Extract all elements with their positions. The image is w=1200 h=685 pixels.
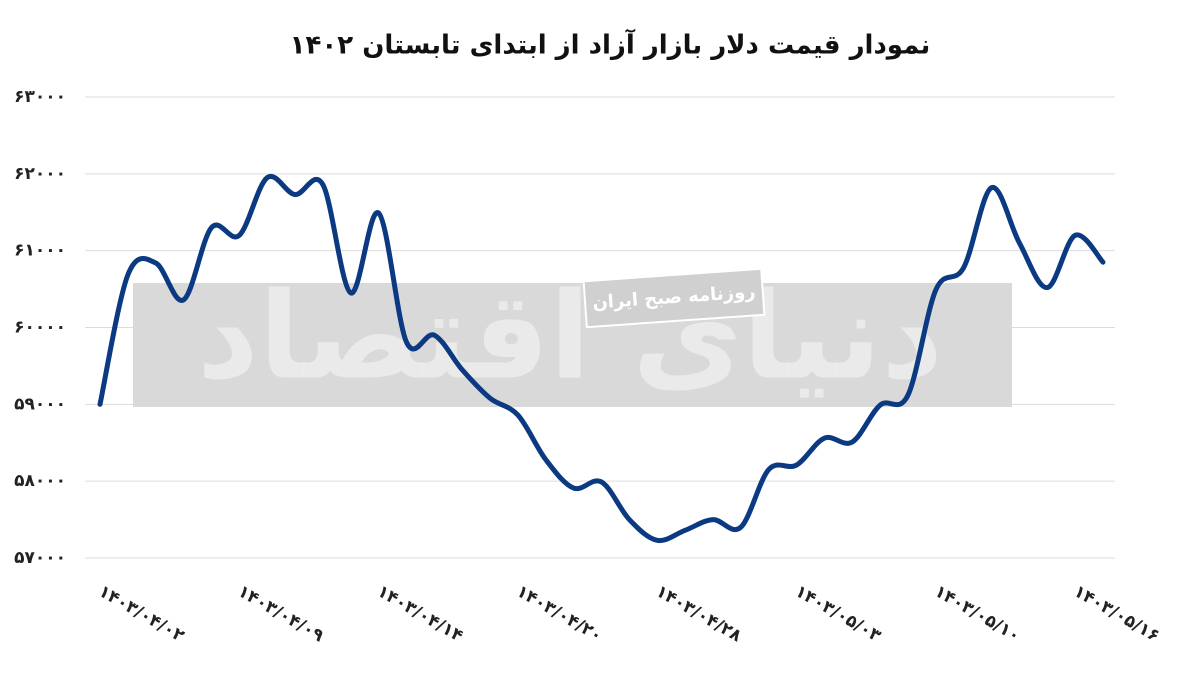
x-tick-label: ۱۴۰۳/۰۵/۱۰ (931, 581, 1024, 646)
x-tick-label: ۱۴۰۳/۰۵/۰۳ (792, 581, 885, 646)
x-tick-label: ۱۴۰۳/۰۴/۰۹ (234, 581, 327, 646)
y-tick-label: ۶۲۰۰۰ (14, 164, 66, 184)
watermark-logo: دنیای اقتصاد (197, 268, 943, 407)
watermark-band (133, 283, 1012, 407)
x-tick-label: ۱۴۰۳/۰۵/۱۶ (1070, 581, 1163, 646)
y-tick-label: ۶۰۰۰۰ (14, 318, 66, 338)
x-tick-label: ۱۴۰۳/۰۴/۲۰ (513, 581, 606, 646)
y-tick-label: ۵۷۰۰۰ (14, 548, 66, 568)
y-tick-label: ۵۸۰۰۰ (14, 471, 66, 491)
x-tick-label: ۱۴۰۳/۰۴/۰۲ (95, 581, 188, 646)
watermark-box (582, 267, 766, 329)
x-tick-label: ۱۴۰۳/۰۴/۲۸ (652, 581, 745, 646)
y-tick-label: ۶۳۰۰۰ (14, 87, 66, 107)
y-tick-label: ۶۱۰۰۰ (14, 241, 66, 261)
line (97, 173, 1106, 544)
chart-title: نمودار قیمت دلار بازار آزاد از ابتدای تا… (290, 29, 931, 61)
x-tick-label: ۱۴۰۳/۰۴/۱۴ (374, 581, 467, 646)
watermark: دنیای اقتصاد روزنامه صبح ایران (133, 268, 1012, 407)
y-tick-label: ۵۹۰۰۰ (14, 394, 66, 414)
